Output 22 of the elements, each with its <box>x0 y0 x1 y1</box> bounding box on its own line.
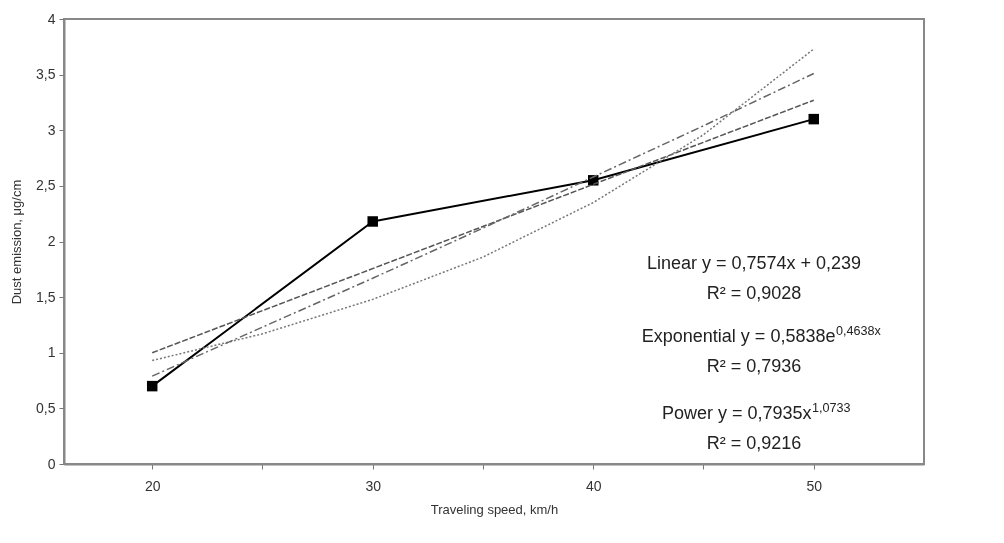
y-tick-label: 0 <box>47 455 56 472</box>
annotation: R² = 0,9028 <box>706 283 802 303</box>
annotation: R² = 0,7936 <box>706 356 802 376</box>
annotation: R² = 0,9216 <box>706 433 802 453</box>
x-tick-label: 30 <box>365 477 382 494</box>
y-tick-label: 2,5 <box>36 177 56 194</box>
x-tick-label: 20 <box>144 477 161 494</box>
y-tick-label: 1 <box>47 344 56 361</box>
annotation: Linear y = 0,7574x + 0,239 <box>646 253 862 273</box>
x-tick-label: 50 <box>806 477 823 494</box>
y-tick-label: 3,5 <box>36 66 56 83</box>
x-axis-title: Traveling speed, km/h <box>430 501 559 517</box>
y-tick-label: 0,5 <box>36 399 56 416</box>
y-axis-title: Dust emission, μg/cm <box>9 179 25 305</box>
point <box>808 113 819 125</box>
y-tick-label: 1,5 <box>36 288 56 305</box>
y-tick-label: 3 <box>47 121 56 138</box>
x-tick-label: 40 <box>585 477 602 494</box>
point <box>146 380 158 392</box>
y-tick-label: 4 <box>47 10 56 27</box>
y-tick-label: 2 <box>47 233 56 249</box>
point <box>367 216 378 227</box>
